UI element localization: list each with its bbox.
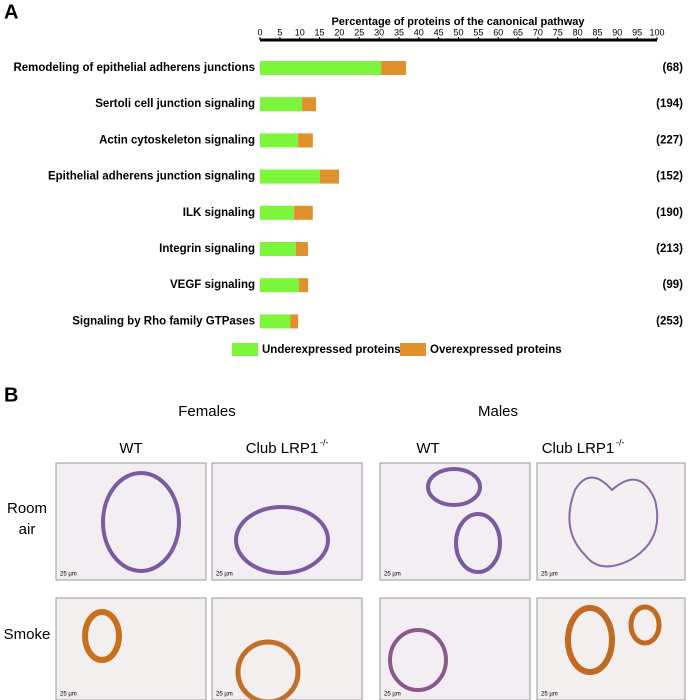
bar-segment [298,278,309,293]
bar-segment [294,205,313,220]
scale-labels: 25 µm 25 µm 25 µm 25 µm 25 µm 25 µm 25 µ… [60,572,558,698]
bar-segment [260,97,303,112]
airway [101,471,181,573]
count-label: (190) [656,207,683,219]
count-label: (253) [656,315,683,327]
x-tick-label: 70 [533,27,543,37]
airway [388,628,448,692]
micrograph [55,462,207,581]
category-label: Remodeling of epithelial adherens juncti… [13,62,255,74]
bar-segment [319,169,340,184]
category-label: Epithelial adherens junction signaling [48,171,255,183]
scale-label: 25 µm [541,692,558,698]
column-label: WT [119,440,142,457]
x-tick-label: 90 [612,27,622,37]
scale-label: 25 µm [60,692,77,698]
row-label: Smoke [4,626,51,643]
x-tick-label: 20 [334,27,344,37]
x-tick-label: 95 [632,27,642,37]
bar-segment [290,314,299,329]
category-label: VEGF signaling [170,279,255,291]
group-label: Males [478,403,518,420]
x-tick-label: 25 [354,27,364,37]
scale-label: 25 µm [384,572,401,578]
bar-segment [298,133,313,148]
x-tick-label: 50 [453,27,463,37]
category-label: ILK signaling [183,207,255,219]
bar-segment [381,61,407,75]
airway [568,476,659,568]
legend-label: Underexpressed proteins [262,344,401,356]
bar-segment [295,242,309,256]
x-tick-label: 40 [414,27,424,37]
micrograph [379,462,531,581]
column-label: Club LRP1 [246,440,319,457]
group-label: Females [178,403,236,420]
x-tick-label: 45 [434,27,444,37]
micrographs [55,462,686,700]
scale-label: 25 µm [216,692,233,698]
scale-label: 25 µm [384,692,401,698]
airway [234,505,330,575]
x-tick-label: 85 [592,27,602,37]
row-label: Room [7,500,47,517]
micrograph [55,597,207,700]
column-label: WT [416,440,439,457]
count-label: (99) [663,279,684,291]
bar-segment [260,242,296,256]
column-label: Club LRP1 [542,440,615,457]
x-tick-label: 35 [394,27,404,37]
x-tick-label: 55 [473,27,483,37]
category-label: Integrin signaling [159,243,255,255]
legend-label: Overexpressed proteins [430,344,562,356]
x-tick-label: 65 [513,27,523,37]
x-tick-label: 80 [573,27,583,37]
bar-segment [260,314,291,329]
airway [628,604,662,646]
bar-segment [260,169,320,184]
bar-segment [260,205,295,220]
bar-segment [260,278,299,293]
bar-segment [302,97,316,112]
panel-label: A [4,1,18,23]
panel-label: B [4,384,18,406]
x-tick-label: 100 [649,27,664,37]
legend-swatch [400,343,426,356]
count-label: (213) [656,243,683,255]
x-tick-label: 30 [374,27,384,37]
x-tick-label: 0 [257,27,262,37]
airway [235,639,301,700]
bar-segment [260,133,299,148]
axis-title: Percentage of proteins of the canonical … [331,16,585,28]
airway [454,512,502,574]
bar-segment [260,61,382,75]
x-tick-label: 75 [553,27,563,37]
airway [82,609,122,663]
category-label: Signaling by Rho family GTPases [72,315,255,327]
x-tick-label: 60 [493,27,503,37]
count-label: (227) [656,134,683,146]
count-label: (68) [663,62,684,74]
scale-label: 25 µm [216,572,233,578]
x-tick-label: 5 [277,27,282,37]
x-tick-label: 10 [295,27,305,37]
category-label: Sertoli cell junction signaling [95,98,255,110]
x-tick-label: 15 [315,27,325,37]
category-label: Actin cytoskeleton signaling [99,134,255,146]
airway [565,605,615,675]
micrograph [536,462,686,581]
airway [426,467,482,507]
legend-swatch [232,343,258,356]
micrograph [211,462,363,581]
row-label: air [19,521,36,538]
count-label: (152) [656,171,683,183]
column-superscript: -/- [320,437,329,447]
scale-label: 25 µm [541,572,558,578]
scale-label: 25 µm [60,572,77,578]
column-superscript: -/- [616,437,625,447]
count-label: (194) [656,98,683,110]
micrograph [379,597,531,700]
